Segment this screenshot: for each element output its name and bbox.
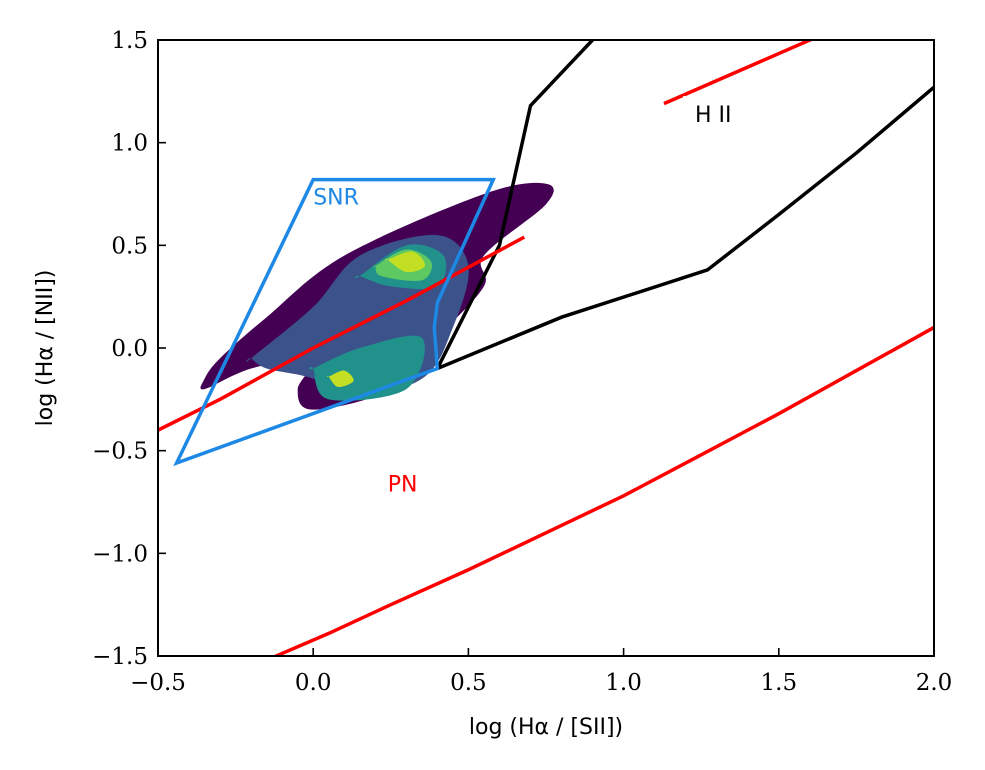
- density-contour-level-5: [327, 370, 354, 388]
- y-tick-label: 0.0: [111, 336, 148, 362]
- y-tick-label: −1.5: [92, 644, 148, 670]
- y-tick-label: 1.0: [111, 131, 148, 157]
- density-contour-level-5: [384, 251, 426, 273]
- series-lines: [158, 40, 934, 656]
- x-tick-label: 2.0: [916, 670, 953, 696]
- boundary-polygon-5: [173, 177, 496, 467]
- y-tick-label: −0.5: [92, 439, 148, 465]
- y-axis-label: log (Hα / [NII]): [33, 270, 58, 427]
- region-label-snr: SNR: [313, 185, 359, 210]
- region-annotations: SNR H II PN: [313, 96, 753, 498]
- boundary-line-3: [663, 40, 816, 106]
- label-background: [682, 96, 753, 137]
- x-tick-label: 1.5: [761, 670, 798, 696]
- y-tick-label: −1.0: [92, 541, 148, 567]
- x-tick-label: 0.0: [295, 670, 332, 696]
- x-tick-label: 1.0: [605, 670, 642, 696]
- density-contours: [200, 182, 554, 410]
- x-tick-label: 0.5: [450, 670, 487, 696]
- x-axis-ticks: −0.5 0.0 0.5 1.0 1.5 2.0: [130, 648, 952, 696]
- boundary-line-4: [271, 325, 934, 656]
- x-axis-label: log (Hα / [SII]): [469, 715, 623, 740]
- region-label-hii: H II: [695, 103, 732, 128]
- x-tick-label: −0.5: [130, 670, 186, 696]
- y-tick-label: 0.5: [111, 233, 148, 259]
- y-axis-ticks: −1.5 −1.0 −0.5 0.0 0.5 1.0 1.5: [92, 28, 166, 670]
- y-tick-label: 1.5: [111, 28, 148, 54]
- region-label-pn: PN: [388, 473, 418, 498]
- boundary-line-1: [436, 85, 934, 371]
- boundary-line-2: [158, 235, 526, 432]
- boundary-line-0: [435, 40, 594, 370]
